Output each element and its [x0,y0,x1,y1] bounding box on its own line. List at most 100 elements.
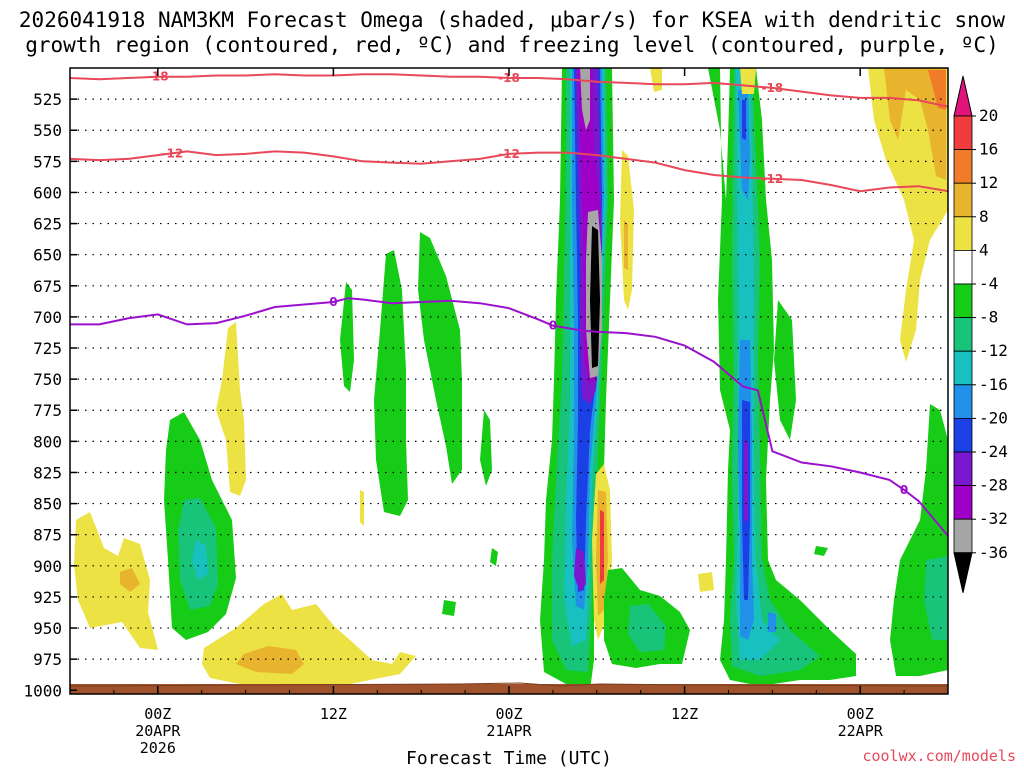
y-tick-label: 875 [33,526,62,545]
colorbar-swatch [953,350,973,386]
colorbar-label: -20 [979,408,1008,427]
omega-rising-area-21apr-09z-inner [628,604,666,652]
x-tick-label: 00Z [847,705,874,723]
y-tick-label: 900 [33,557,62,576]
contour-label-freezing-level: 0 [900,483,908,497]
contour-label-dgz-upper: -18 [762,81,784,95]
omega-rising-dot-17z [442,600,456,616]
colorbar-legend: 20 16 12 8 4 -4 -8 -12 -16 -20 -24 -28 -32 -36 [953,75,1008,593]
contour-label-dgz-lower: -12 [162,146,184,160]
colorbar-label: -4 [979,274,998,293]
omega-sinking-plume-20apr-05z [216,322,246,496]
contour-freezing-level [70,297,948,537]
omega-sinking-dot-11z [360,490,364,526]
y-tick-label: 950 [33,619,62,638]
omega-sinking-area-22apr-upper [868,68,948,362]
colorbar-label: -24 [979,442,1008,461]
colorbar-swatch [953,182,973,218]
x-tick-date: 22APR [838,722,884,740]
omega-sinking-core-20apr-low [236,646,304,674]
y-tick-label: 600 [33,183,62,202]
colorbar-swatch [953,384,973,419]
y-tick-label: 725 [33,339,62,358]
contour-label-freezing-level: 0 [329,295,337,309]
y-tick-label: 975 [33,650,62,669]
colorbar-swatch [953,417,973,453]
omega-sinking-spot-21apr-14z [740,68,756,94]
y-tick-label: 1000 [23,681,62,700]
omega-rising-column-18z [418,232,462,484]
x-axis-title: Forecast Time (UTC) [406,748,612,768]
colorbar-swatch [953,317,973,352]
omega-rising-column-21apr-15z-core [744,440,748,522]
x-tick-date: 20APR [135,722,181,740]
colorbar-swatch [953,451,973,486]
colorbar-label: 16 [979,140,998,159]
omega-rising-lowcore-21apr [574,548,586,592]
colorbar-swatch [953,249,973,285]
omega-sinking-spot-22apr-02z [650,68,662,92]
chart-title-line2: growth region (contoured, red, ºC) and f… [25,33,999,57]
colorbar-label: -32 [979,509,1008,528]
x-tick-label: 00Z [495,705,522,723]
contour-dgz-upper [70,73,948,108]
contour-label-dgz-lower: -12 [498,147,520,161]
contour-label-dgz-lower: -12 [762,172,784,186]
colorbar-swatch [953,115,973,150]
omega-rising-cell-20apr-03z-core [192,540,208,580]
colorbar-arrow-bottom [953,552,973,593]
y-tick-label: 800 [33,432,62,451]
colorbar-label: -16 [979,375,1008,394]
omega-sinking-core-west [120,568,140,592]
omega-sinking-area-22apr-upper-core [928,70,946,110]
colorbar-swatch [953,216,973,251]
omega-sinking-area-west [74,512,158,650]
contour-dgz-lower [70,150,948,193]
x-tick-label: 12Z [671,705,698,723]
colorbar-label: 4 [979,240,989,259]
y-tick-label: 750 [33,370,62,389]
y-tick-label: 675 [33,277,62,296]
y-tick-label: 625 [33,215,62,234]
ground-top-edge [69,682,949,687]
colorbar-label: 8 [979,207,989,226]
omega-rising-dot-23z [490,548,498,566]
contour-lines: -18 -18 -18 -12 -12 -12 0 0 0 [70,70,948,537]
contour-label-dgz-upper: -18 [498,71,520,85]
y-tick-label: 925 [33,588,62,607]
colorbar-label: -36 [979,543,1008,562]
omega-rising-lowcore-21apr-16z [768,612,776,632]
x-tick-label: 12Z [320,705,347,723]
x-tick-date: 21APR [486,722,532,740]
colorbar-swatch [953,283,973,318]
contour-label-dgz-upper: -18 [147,70,169,84]
omega-sinking-dot-21apr-13z [698,572,714,592]
colorbar-label: -12 [979,341,1008,360]
omega-rising-area-22apr-low-inner [924,556,948,640]
x-tick-label: 00Z [144,705,171,723]
colorbar-label: -8 [979,308,998,327]
contour-label-freezing-level: 0 [549,319,557,333]
y-tick-label: 850 [33,495,62,514]
x-tick-year: 2026 [140,739,176,757]
y-tick-label: 775 [33,401,62,420]
omega-rising-dot-21apr-19z [814,546,828,556]
y-tick-label: 575 [33,152,62,171]
omega-rising-streak-20z [480,410,492,486]
omega-rising-streak-21apr-18z [774,300,796,440]
omega-rising-streak-12z [340,282,354,392]
omega-sinking-plume-21apr-upper-core [624,220,628,270]
y-tick-label: 550 [33,121,62,140]
omega-sinking-area-22apr-upper-l2 [884,68,946,180]
y-axis: 525 550 575 600 625 650 675 700 725 750 775 800 825 8… [23,90,77,700]
colorbar-swatch [953,518,973,554]
colorbar-label: -28 [979,476,1008,495]
colorbar-swatch [953,149,973,184]
chart-title-line1: 2026041918 NAM3KM Forecast Omega (shaded… [19,8,1006,32]
y-tick-label: 650 [33,246,62,265]
omega-rising-column-14z [374,250,408,516]
omega-sinking-plume-21apr-07z-core [600,510,604,584]
colorbar-label: 12 [979,173,998,192]
plot-border [69,67,949,695]
y-tick-label: 700 [33,308,62,327]
